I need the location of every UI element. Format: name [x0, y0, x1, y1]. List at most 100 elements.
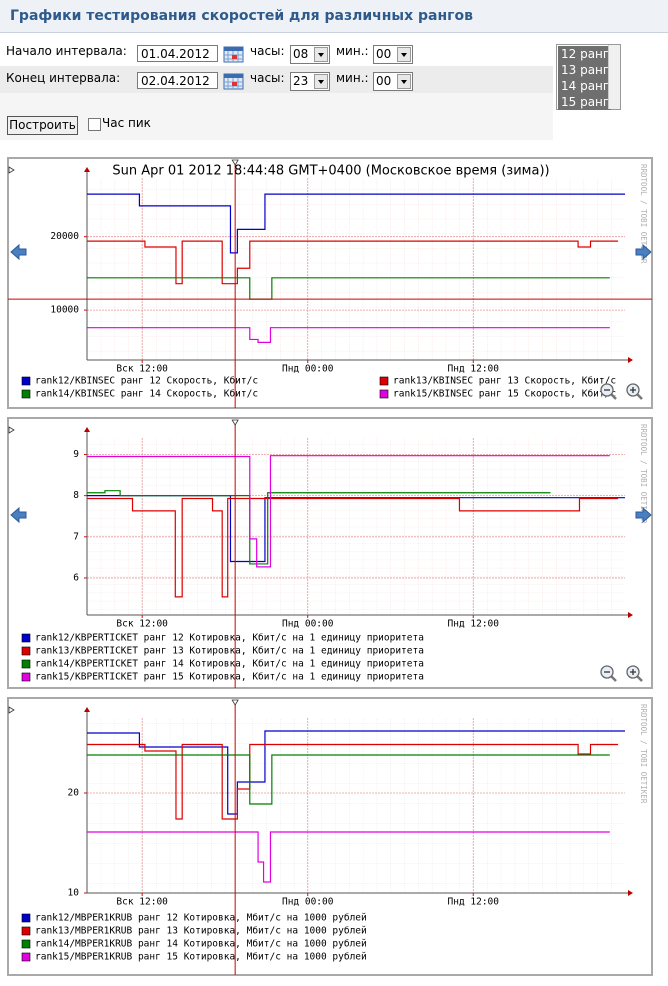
legend-swatch [21, 913, 31, 923]
scroll-left[interactable] [10, 243, 27, 261]
rank-option[interactable]: 14 ранг [558, 78, 611, 94]
start-hour-select[interactable]: 08 [290, 45, 330, 64]
watermark: RRDTOOL / TOBI OETIKER [639, 704, 648, 804]
chart-title: Sun Apr 01 2012 18:44:48 GMT+0400 (Моско… [112, 164, 549, 179]
calendar-icon[interactable] [223, 45, 245, 63]
peak-label: Час пик [102, 116, 151, 130]
cursor-marker [231, 699, 239, 706]
series-line [87, 327, 610, 343]
legend-swatch [379, 389, 389, 399]
start-date-input[interactable]: 01.04.2012 [137, 45, 218, 62]
legend-swatch [21, 952, 31, 962]
axis-arrow [628, 357, 633, 363]
end-minute-select[interactable]: 00 [373, 72, 413, 91]
legend-label: rank15/KBPERTICKET ранг 15 Котировка, Кб… [35, 672, 424, 683]
y-tick-label: 6 [73, 572, 79, 583]
zoom-in[interactable] [626, 383, 643, 400]
chart-panel: 6 7 8 9 Вск 12:00 Пнд 00:00 Пнд 12:00 RRDTOOL /… [7, 417, 653, 689]
rank-option[interactable]: 13 ранг [558, 62, 611, 78]
start-minute-value: 00 [376, 47, 392, 61]
rank-option[interactable]: 15 ранг [558, 94, 611, 110]
series-line [87, 831, 610, 883]
axis-arrow [84, 427, 90, 432]
x-tick-label: Пнд 00:00 [282, 619, 334, 630]
legend-label: rank14/MBPER1KRUB ранг 14 Котировка, Мби… [35, 939, 367, 950]
legend-label: rank13/KBPERTICKET ранг 13 Котировка, Кб… [35, 646, 424, 657]
zoom-in[interactable] [626, 665, 643, 682]
end-hour-value: 23 [293, 74, 309, 88]
zoom-out[interactable] [600, 665, 617, 682]
x-tick-label: Пнд 12:00 [448, 619, 500, 630]
x-tick-label: Вск 12:00 [116, 897, 168, 908]
legend-swatch [21, 389, 31, 399]
x-tick-label: Пнд 00:00 [282, 897, 334, 908]
legend-label: rank13/KBINSEC ранг 13 Скорость, Кбит/с [393, 376, 616, 387]
legend-swatch [21, 939, 31, 949]
minor-grid [87, 178, 625, 360]
corner-marker [8, 166, 15, 174]
y-tick-label: 20000 [50, 231, 79, 242]
row-background [0, 66, 553, 93]
legend-label: rank15/MBPER1KRUB ранг 15 Котировка, Мби… [35, 952, 367, 963]
corner-marker [8, 706, 15, 714]
legend-label: rank12/KBINSEC ранг 12 Скорость, Кбит/с [35, 376, 258, 387]
series-line [87, 455, 610, 568]
cursor-marker [231, 419, 239, 426]
axis-arrow [628, 890, 633, 896]
x-tick-label: Пнд 00:00 [282, 364, 334, 375]
series-line [87, 240, 619, 285]
legend-label: rank14/KBPERTICKET ранг 14 Котировка, Кб… [35, 659, 424, 670]
watermark: RRDTOOL / TOBI OETIKER [639, 164, 648, 264]
minor-grid [87, 438, 625, 615]
zoom-out[interactable] [600, 383, 617, 400]
rank-option[interactable]: 12 ранг [558, 46, 611, 62]
start-minute-select[interactable]: 00 [373, 45, 413, 64]
scroll-right[interactable] [635, 506, 652, 524]
scroll-right[interactable] [635, 243, 652, 261]
page-title: Графики тестирования скоростей для разли… [10, 8, 473, 24]
cursor-marker [231, 159, 239, 166]
y-tick-label: 10 [68, 888, 80, 899]
y-tick-label: 7 [73, 531, 79, 542]
legend-swatch [21, 672, 31, 682]
scrollbar[interactable] [608, 45, 620, 109]
axis-arrow [84, 167, 90, 172]
peak-checkbox[interactable] [88, 118, 101, 131]
y-tick-label: 20 [68, 788, 80, 799]
end-hour-select[interactable]: 23 [290, 72, 330, 91]
legend-swatch [21, 926, 31, 936]
axis-arrow [628, 612, 633, 618]
y-tick-label: 9 [73, 449, 79, 460]
series-line [87, 490, 551, 565]
x-tick-label: Пнд 12:00 [448, 364, 500, 375]
x-tick-label: Вск 12:00 [116, 619, 168, 630]
legend-swatch [21, 376, 31, 386]
x-tick-label: Вск 12:00 [116, 364, 168, 375]
legend-label: rank14/KBINSEC ранг 14 Скорость, Кбит/с [35, 389, 258, 400]
end-date-input[interactable]: 02.04.2012 [137, 72, 218, 89]
watermark: RRDTOOL / TOBI OETIKER [639, 424, 648, 524]
legend-swatch [379, 376, 389, 386]
legend-swatch [21, 633, 31, 643]
corner-marker [8, 426, 15, 434]
legend-swatch [21, 659, 31, 669]
chart-panel: 10 20 Вск 12:00 Пнд 00:00 Пнд 12:00 RRDTOOL /… [7, 697, 653, 976]
build-button[interactable]: Построить [7, 116, 78, 135]
series-line [87, 743, 619, 820]
scroll-left[interactable] [10, 506, 27, 524]
header: Графики тестирования скоростей для разли… [0, 0, 668, 33]
series-line [87, 754, 610, 805]
form-background [0, 93, 553, 140]
series-line [87, 497, 619, 598]
legend-label: rank12/KBPERTICKET ранг 12 Котировка, Кб… [35, 633, 424, 644]
rank-list[interactable]: 12 ранг 13 ранг 14 ранг 15 ранг [556, 44, 621, 110]
minutes-label: мин.: [336, 44, 369, 58]
y-tick-label: 8 [73, 490, 79, 501]
start-hour-value: 08 [293, 47, 309, 61]
legend-label: rank13/MBPER1KRUB ранг 13 Котировка, Мби… [35, 926, 367, 937]
legend-swatch [21, 646, 31, 656]
axis-arrow [84, 707, 90, 712]
calendar-icon[interactable] [223, 72, 245, 90]
legend-label: rank15/KBINSEC ранг 15 Скорость, Кбит/с [393, 389, 616, 400]
